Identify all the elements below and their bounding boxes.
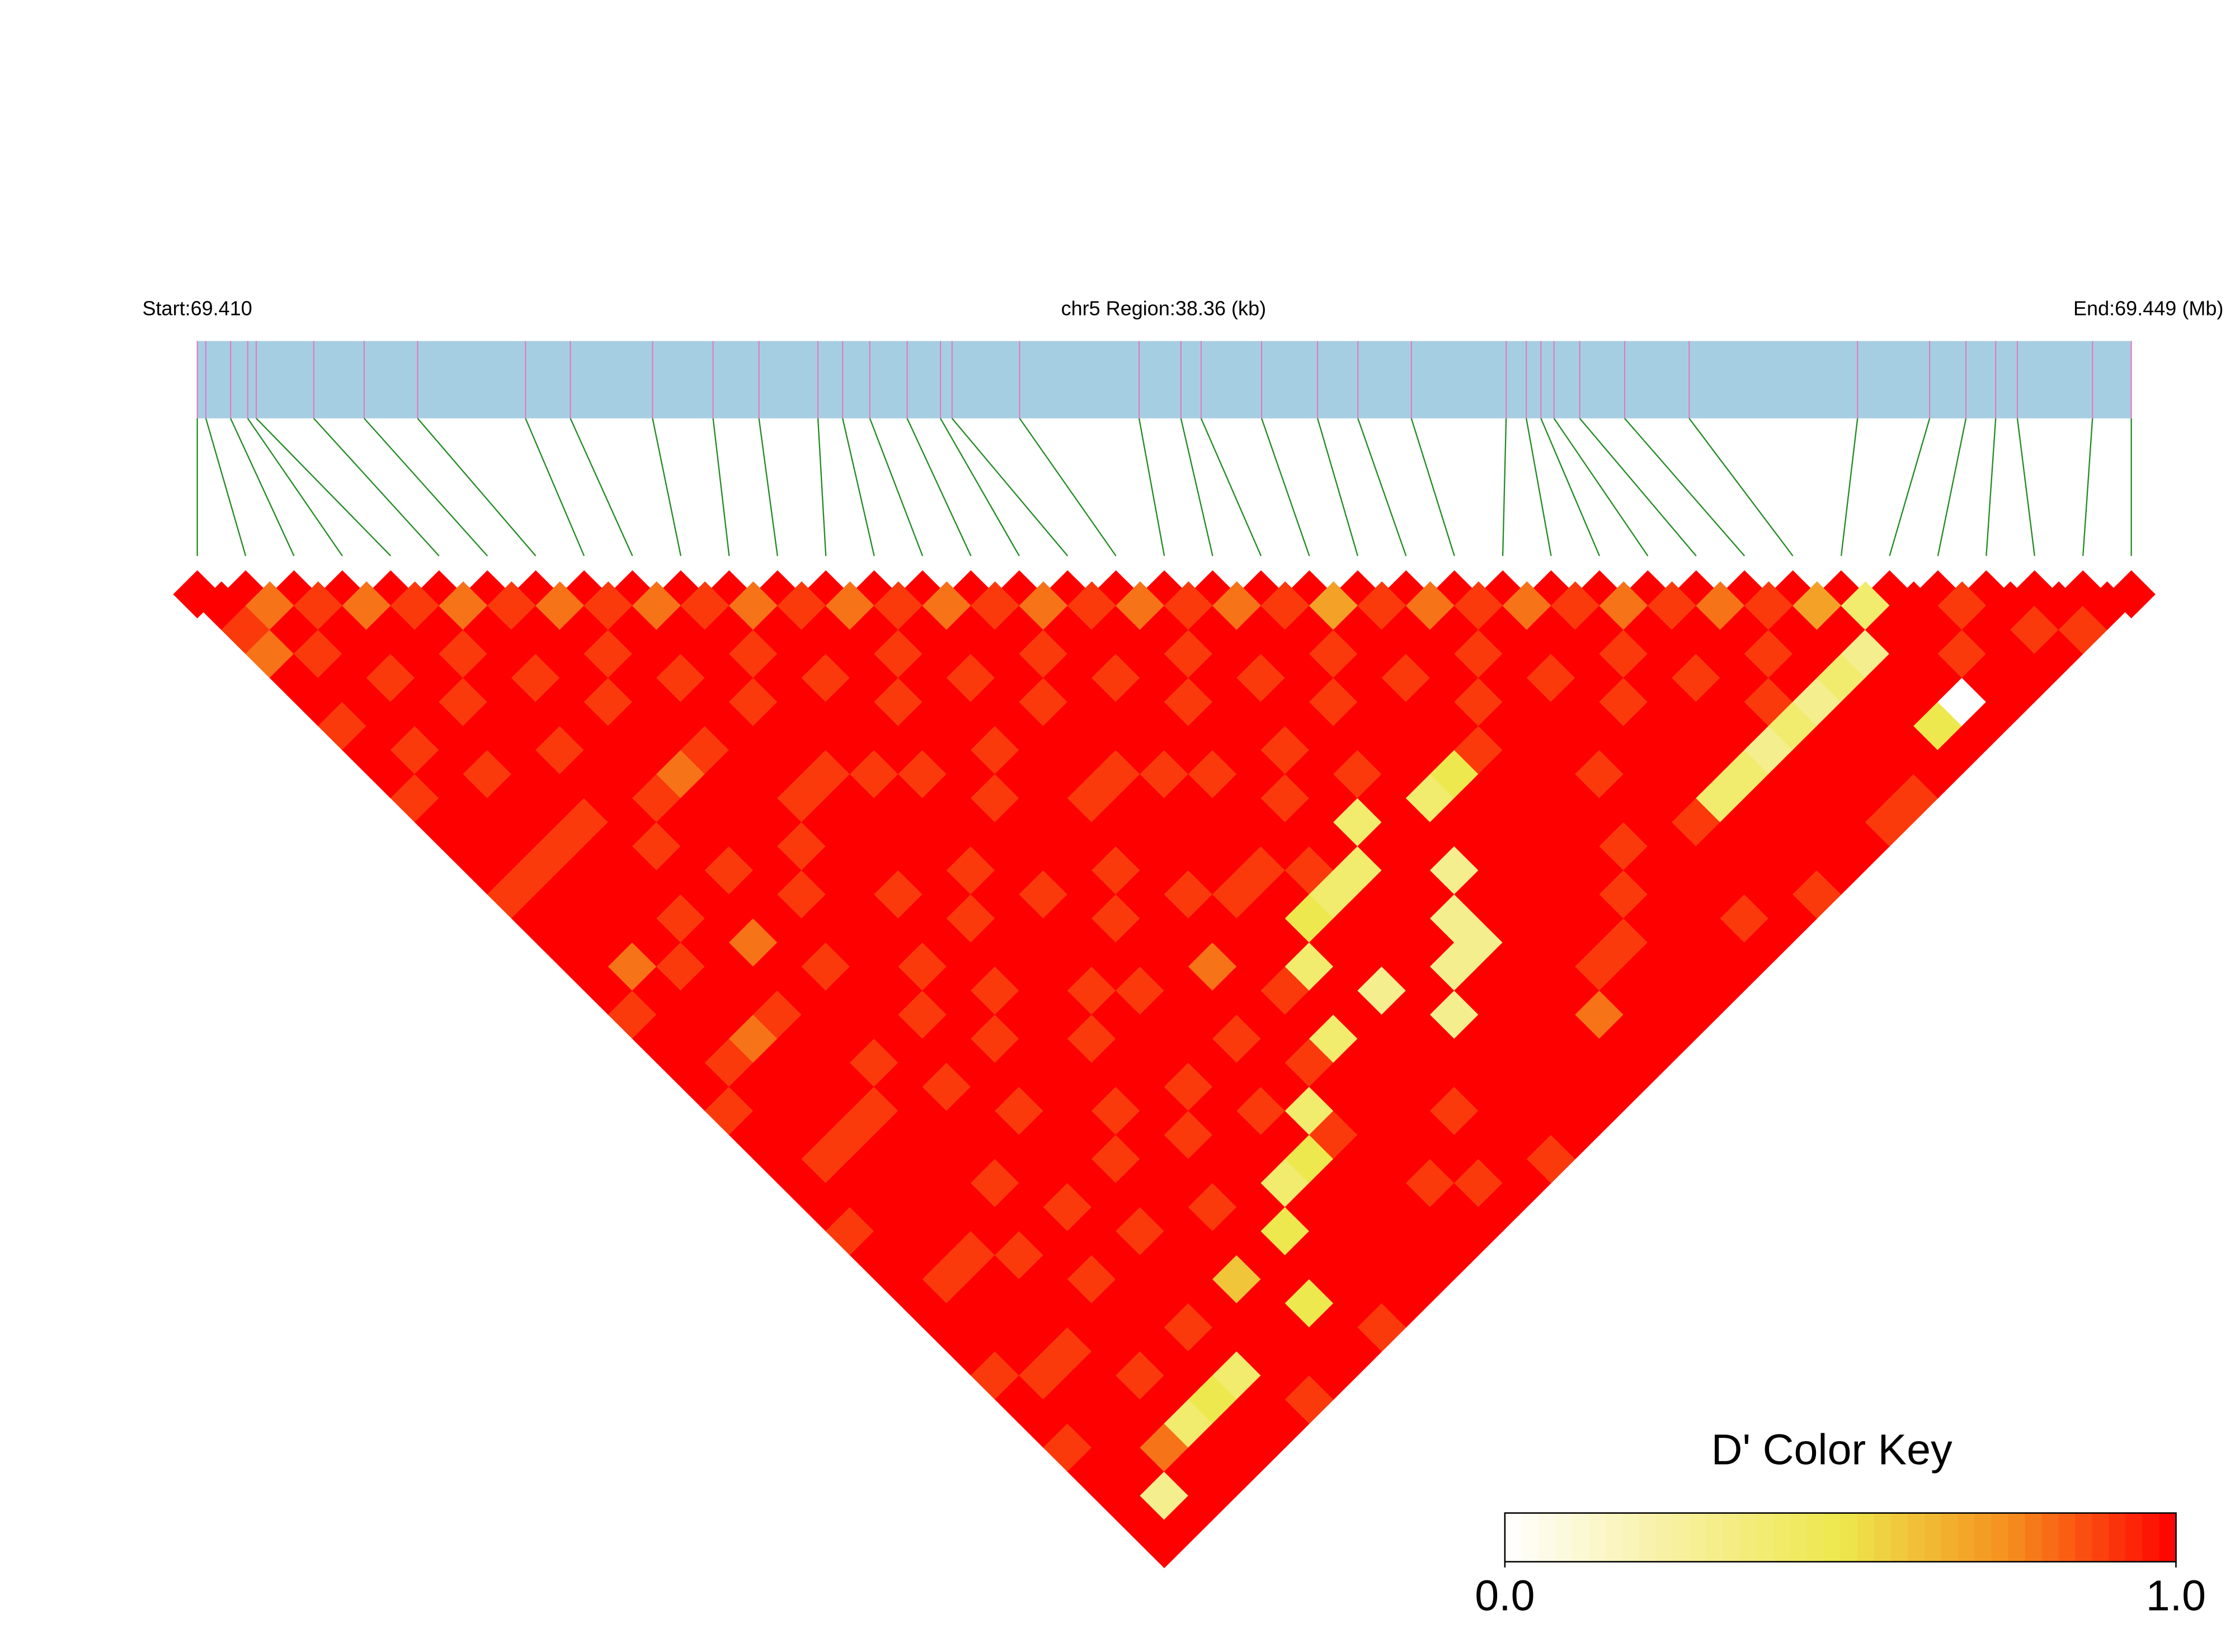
snp-connector [869,418,924,557]
snp-diamond [1768,570,1817,619]
colorkey-swatch [1890,1513,1908,1562]
colorkey-swatch [1571,1513,1590,1562]
snp-connector [256,418,392,557]
snp-diamond [2010,570,2059,619]
colorkey-swatch [1639,1513,1657,1562]
end-label: End:69.449 (Mb) [2073,297,2223,320]
colorkey-frame [1504,1512,2177,1562]
snp-connector [1624,418,1745,557]
snp-connector [525,418,585,557]
snp-connector [1579,418,1697,557]
colorkey-swatch [1655,1513,1674,1562]
snp-connector [1260,418,1310,557]
ld-cell [2082,581,2132,630]
colorkey-swatch [1588,1513,1607,1562]
snp-connector [1840,418,1858,556]
snp-connector [2016,418,2035,556]
snp-connector [817,418,827,556]
snp-connector [1019,418,1117,557]
colorkey-swatch [1739,1513,1758,1562]
colorkey-swatch [1605,1513,1624,1562]
colorkey-swatch [1689,1513,1707,1562]
snp-connector [247,418,343,557]
snp-connector [570,418,633,557]
region-bar [197,341,2132,418]
colorkey-swatch [1555,1513,1573,1562]
snp-connector [1410,418,1455,557]
snp-connector [230,418,295,557]
snp-diamond [2059,570,2107,619]
colorkey-swatch [1790,1513,1808,1562]
colorkey-swatch [1840,1513,1858,1562]
colorkey-swatch [2008,1513,2026,1562]
snp-connector [712,418,730,556]
snp-connector [1138,418,1165,556]
colorkey-swatch [1857,1513,1875,1562]
snp-connector [1317,418,1358,557]
snp-connector [758,418,778,556]
colorkey-swatch [2092,1513,2110,1562]
snp-connector [417,418,537,557]
colorkey-tick-label: 1.0 [2146,1572,2206,1620]
snp-connector [2082,418,2093,556]
snp-connector [205,418,247,557]
colorkey-swatch [1521,1513,1540,1562]
colorkey-swatch [1504,1513,1523,1562]
colorkey-swatch [2142,1513,2160,1562]
snp-connector [1357,418,1407,557]
snp-connector [313,418,440,557]
colorkey-swatch [2125,1513,2143,1562]
colorkey-swatch [1991,1513,2009,1562]
snp-connector [1200,418,1262,557]
snp-connector [652,418,682,556]
snp-connector [842,418,875,556]
snp-diamond [1817,570,1866,619]
colorkey-swatch [1907,1513,1925,1562]
colorkey-swatch [1974,1513,1992,1562]
snp-connector [1937,418,1967,556]
snp-connector [951,418,1069,557]
colorkey-swatch [1806,1513,1824,1562]
colorkey-swatch [1672,1513,1691,1562]
start-label: Start:69.410 [143,297,252,320]
colorkey-swatch [1622,1513,1640,1562]
colorkey-swatch [2109,1513,2126,1562]
colorkey-swatch [1538,1513,1556,1562]
snp-connector [364,418,488,557]
colorkey-swatch [1773,1513,1791,1562]
colorkey-tick-label: 0.0 [1475,1572,1535,1620]
region-label: chr5 Region:38.36 (kb) [1061,297,1266,320]
snp-connector [906,418,972,557]
colorkey-swatch [1874,1513,1891,1562]
snp-connector [1502,418,1507,556]
colorkey-swatch [2159,1513,2177,1562]
colorkey-swatch [2025,1513,2043,1562]
snp-connector [1553,418,1649,557]
colorkey-swatch [1723,1513,1741,1562]
colorkey-swatch [1924,1513,1942,1562]
colorkey-swatch [2075,1513,2093,1562]
colorkey-swatch [1756,1513,1775,1562]
snp-connector [1985,418,1997,556]
colorkey-swatch [1706,1513,1724,1562]
snp-connector [1540,418,1601,557]
colorkey-swatch [1941,1513,1959,1562]
colorkey-title: D' Color Key [1711,1426,1952,1474]
colorkey-swatch [2041,1513,2059,1562]
snp-connector [1688,418,1794,557]
snp-connector [940,418,1020,557]
snp-connector [1526,418,1552,556]
colorkey-swatch [2058,1513,2076,1562]
colorkey-swatch [1958,1513,1975,1562]
colorkey-swatch [1823,1513,1841,1562]
snp-connector [1889,418,1931,557]
snp-connector [1180,418,1213,556]
